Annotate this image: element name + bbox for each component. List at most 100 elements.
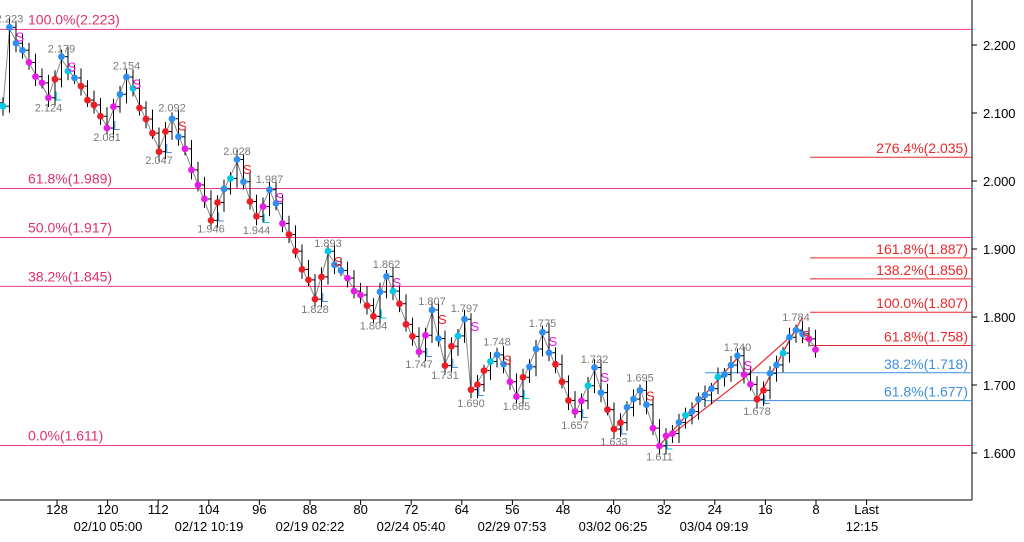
swing-value-label: 1.685 [503, 401, 531, 413]
x-tick-label: 40 [606, 502, 620, 517]
x-tick-label: 48 [556, 502, 570, 517]
channel-line [743, 336, 790, 379]
signal-dot [448, 342, 455, 350]
x-date-label: 02/24 05:40 [377, 519, 446, 534]
signal-dot [513, 393, 520, 400]
signal-dot [552, 360, 559, 368]
signal-dot [90, 101, 98, 109]
sell-marker: S [334, 254, 343, 269]
signal-dot [227, 175, 234, 182]
y-tick-label: 1.900 [983, 242, 1016, 257]
sell-marker: S [549, 334, 558, 349]
signal-dot [630, 395, 637, 403]
signal-dot [324, 247, 332, 255]
swing-value-label: 1.690 [457, 398, 485, 410]
x-tick-label: 128 [46, 502, 68, 517]
signal-dot [181, 145, 189, 153]
signal-dot [116, 90, 124, 98]
ext-red-label: 100.0%(1.807) [876, 295, 968, 311]
fib-retracement-label: 38.2%(1.845) [28, 268, 112, 284]
signal-dot [461, 315, 468, 323]
signal-dot [389, 287, 397, 295]
long-marker: L [55, 89, 62, 104]
long-marker: L [523, 387, 530, 402]
x-tick-label: 96 [252, 502, 266, 517]
x-date-label: 02/29 07:53 [478, 519, 547, 534]
y-tick-label: 2.200 [983, 38, 1016, 53]
x-tick-label: 16 [758, 502, 772, 517]
sell-marker: S [646, 388, 655, 403]
sell-marker: S [393, 275, 402, 290]
signal-dot [175, 133, 182, 141]
x-date-label: 12:15 [846, 519, 879, 534]
x-tick-label: 32 [657, 502, 671, 517]
signal-dot [539, 328, 546, 336]
y-tick-label: 2.100 [983, 106, 1016, 121]
signal-dot [194, 181, 202, 189]
signal-dot [6, 23, 13, 31]
signal-dot [753, 395, 761, 403]
x-tick-label: 64 [455, 502, 469, 517]
signal-dot [467, 386, 475, 394]
ext-blue-label: 38.2%(1.718) [884, 356, 968, 372]
signal-dot [220, 185, 228, 193]
swing-value-label: 1.740 [724, 342, 752, 354]
y-tick-label: 1.600 [983, 446, 1016, 461]
signal-dot [493, 351, 501, 359]
signal-dot [155, 148, 163, 156]
signal-dot [363, 302, 371, 310]
signal-dot [383, 273, 390, 280]
signal-dot [259, 203, 267, 210]
fib-retracement-label: 0.0%(1.611) [28, 428, 103, 444]
signal-dot [740, 371, 748, 378]
swing-value-label: 2.047 [145, 155, 173, 167]
sell-marker: S [16, 29, 25, 44]
long-marker: L [217, 210, 224, 225]
x-tick-label: 88 [303, 502, 317, 517]
sell-marker: S [133, 76, 142, 91]
fib-retracement-label: 50.0%(1.917) [28, 219, 112, 235]
x-tick-label: 120 [97, 502, 119, 517]
signal-dot [675, 419, 683, 426]
signal-dot [350, 287, 358, 295]
signal-dot [64, 67, 72, 75]
signal-dot [766, 369, 774, 377]
signal-dot [19, 46, 26, 54]
signal-dot [591, 364, 598, 371]
ext-red-label: 161.8%(1.887) [876, 241, 968, 257]
signal-dot [344, 274, 351, 282]
signal-dot [636, 386, 644, 394]
signal-dot [805, 335, 813, 343]
signal-dot [415, 348, 423, 356]
swing-value-label: 1.722 [581, 354, 609, 366]
y-tick-label: 1.700 [983, 378, 1016, 393]
signal-dot [662, 432, 670, 440]
signal-dot [441, 362, 449, 370]
signal-dot [760, 386, 767, 394]
sell-marker: S [68, 59, 77, 74]
signal-dot [129, 84, 137, 92]
x-tick-label: 24 [708, 502, 722, 517]
signal-dot [454, 332, 462, 340]
signal-dot [604, 406, 611, 414]
signal-dot [207, 216, 215, 224]
swing-value-label: 1.784 [782, 312, 810, 324]
swing-value-label: 2.081 [93, 132, 121, 144]
signal-dot [545, 349, 553, 357]
signal-dot [246, 198, 254, 205]
signal-dot [812, 346, 819, 354]
signal-dot [279, 220, 286, 227]
x-date-label: 03/02 06:25 [579, 519, 648, 534]
signal-dot [396, 300, 403, 308]
signal-dot [656, 442, 663, 450]
signal-dot [123, 73, 130, 81]
signal-dot [240, 178, 247, 186]
signal-dot [649, 424, 657, 432]
sell-marker: S [276, 190, 285, 205]
swing-value-label: 1.804 [360, 320, 388, 332]
signal-dot [168, 115, 176, 123]
swing-value-label: 1.797 [451, 303, 479, 315]
swing-value-label: 1.633 [600, 437, 628, 449]
swing-value-label: 1.678 [743, 406, 771, 418]
